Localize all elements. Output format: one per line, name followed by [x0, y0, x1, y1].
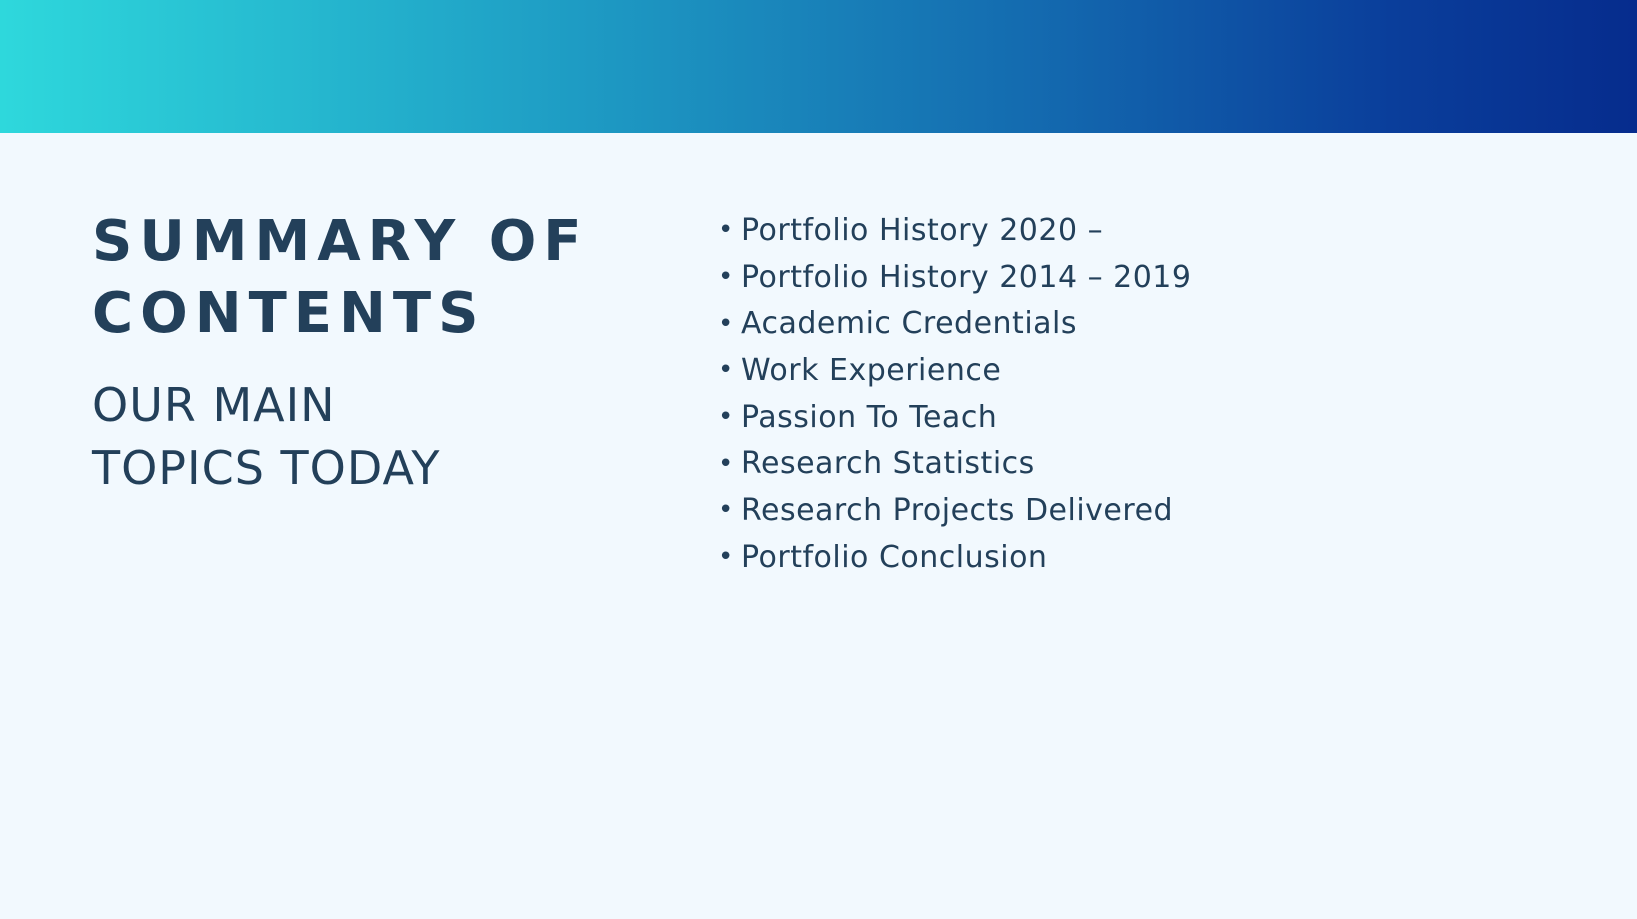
header-gradient-band [0, 0, 1637, 133]
topic-label: Portfolio Conclusion [741, 539, 1048, 575]
list-item: • Academic Credentials [718, 300, 1418, 347]
topic-label: Academic Credentials [741, 306, 1078, 342]
topic-label: Research Projects Delivered [741, 492, 1174, 528]
list-item: • Work Experience [718, 347, 1418, 394]
slide-title: SUMMARY OF CONTENTS [92, 209, 589, 346]
bullet-icon: • [718, 355, 734, 386]
bullet-icon: • [718, 308, 734, 339]
bullet-icon: • [718, 262, 734, 293]
list-item: • Portfolio History 2014 – 2019 [718, 254, 1418, 301]
topic-label: Research Statistics [741, 446, 1035, 482]
topic-label: Portfolio History 2020 – [741, 212, 1104, 248]
bullet-icon: • [718, 215, 734, 246]
bullet-icon: • [718, 402, 734, 433]
list-item: • Portfolio History 2020 – [718, 207, 1418, 254]
list-item: • Research Statistics [718, 440, 1418, 487]
topic-label: Work Experience [741, 352, 1002, 388]
topics-list: • Portfolio History 2020 – • Portfolio H… [718, 207, 1418, 581]
bullet-icon: • [718, 448, 734, 479]
slide-subtitle: OUR MAIN TOPICS TODAY [92, 378, 441, 495]
list-item: • Research Projects Delivered [718, 487, 1418, 534]
topic-label: Portfolio History 2014 – 2019 [741, 259, 1192, 295]
list-item: • Portfolio Conclusion [718, 534, 1418, 581]
topic-label: Passion To Teach [741, 399, 998, 435]
list-item: • Passion To Teach [718, 394, 1418, 441]
bullet-icon: • [718, 542, 734, 573]
bullet-icon: • [718, 495, 734, 526]
